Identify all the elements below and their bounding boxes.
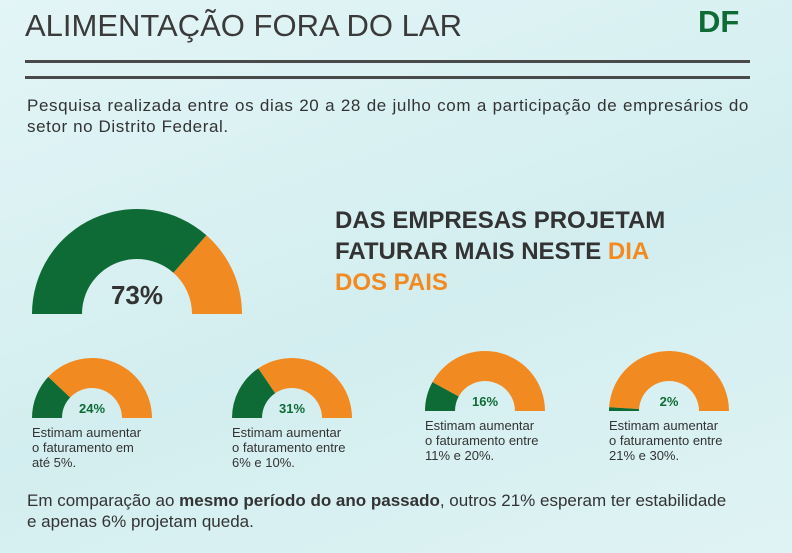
gauge-track: [432, 350, 545, 411]
footer-after: , outros 21% esperam ter estabilidade e …: [27, 491, 727, 531]
rule: [25, 76, 750, 79]
gauge-label: 73%: [111, 280, 163, 310]
region: DF: [698, 4, 740, 39]
gauge-label: 31%: [279, 401, 305, 416]
gauge-track: [609, 350, 729, 411]
rule: [25, 60, 750, 63]
footer-before: Em comparação ao: [27, 491, 175, 510]
gauge-label: 16%: [472, 394, 498, 409]
gauge-label: 2%: [660, 394, 679, 409]
gauge-label: 24%: [79, 401, 105, 416]
gauge-fill: [232, 368, 276, 418]
gauge-fill: [32, 209, 207, 314]
headline: DAS EMPRESAS PROJETAM FATURAR MAIS NESTE…: [335, 205, 685, 298]
gauge-track: [258, 357, 352, 418]
gauge-fill: [425, 382, 459, 411]
title: ALIMENTAÇÃO FORA DO LAR: [25, 8, 462, 43]
footer: Em comparação ao mesmo período do ano pa…: [27, 490, 727, 532]
gauge-fill: [609, 407, 640, 411]
headline-highlight: DIA DOS PAIS: [335, 238, 649, 296]
gauge-fill: [32, 376, 71, 418]
gauge-caption: Estimam aumentar o faturamento em até 5%…: [32, 425, 142, 470]
gauge-caption: Estimam aumentar o faturamento entre 11%…: [425, 418, 539, 463]
gauge-track: [173, 235, 242, 314]
headline-text: DAS EMPRESAS PROJETAM FATURAR MAIS NESTE: [335, 207, 666, 265]
gauge-caption: Estimam aumentar o faturamento entre 21%…: [609, 418, 723, 463]
intro: Pesquisa realizada entre os dias 20 a 28…: [27, 96, 749, 136]
gauge-caption: Estimam aumentar o faturamento entre 6% …: [232, 425, 346, 470]
footer-bold: mesmo período do ano passado: [179, 491, 440, 510]
gauge-track: [48, 358, 152, 418]
